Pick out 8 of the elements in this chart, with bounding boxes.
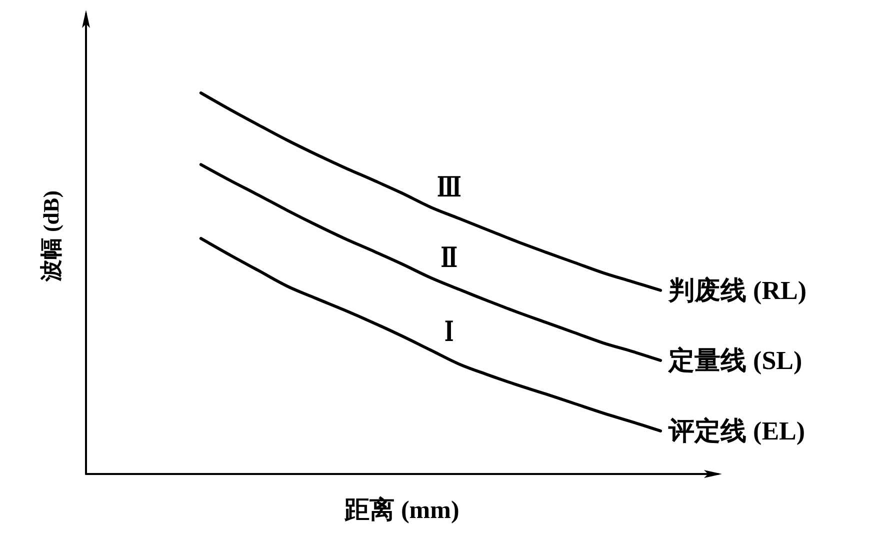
- series-label: 定量线 (SL): [668, 346, 802, 375]
- x-axis-title: 距离 (mm): [344, 496, 460, 524]
- y-axis-title: 波幅 (dB): [38, 190, 64, 283]
- series-label: 评定线 (EL): [668, 416, 806, 446]
- annotation: Ⅱ: [440, 240, 458, 274]
- annotation: Ⅰ: [444, 314, 454, 348]
- annotation: Ⅲ: [436, 170, 462, 204]
- series-label: 判废线 (RL): [668, 276, 806, 305]
